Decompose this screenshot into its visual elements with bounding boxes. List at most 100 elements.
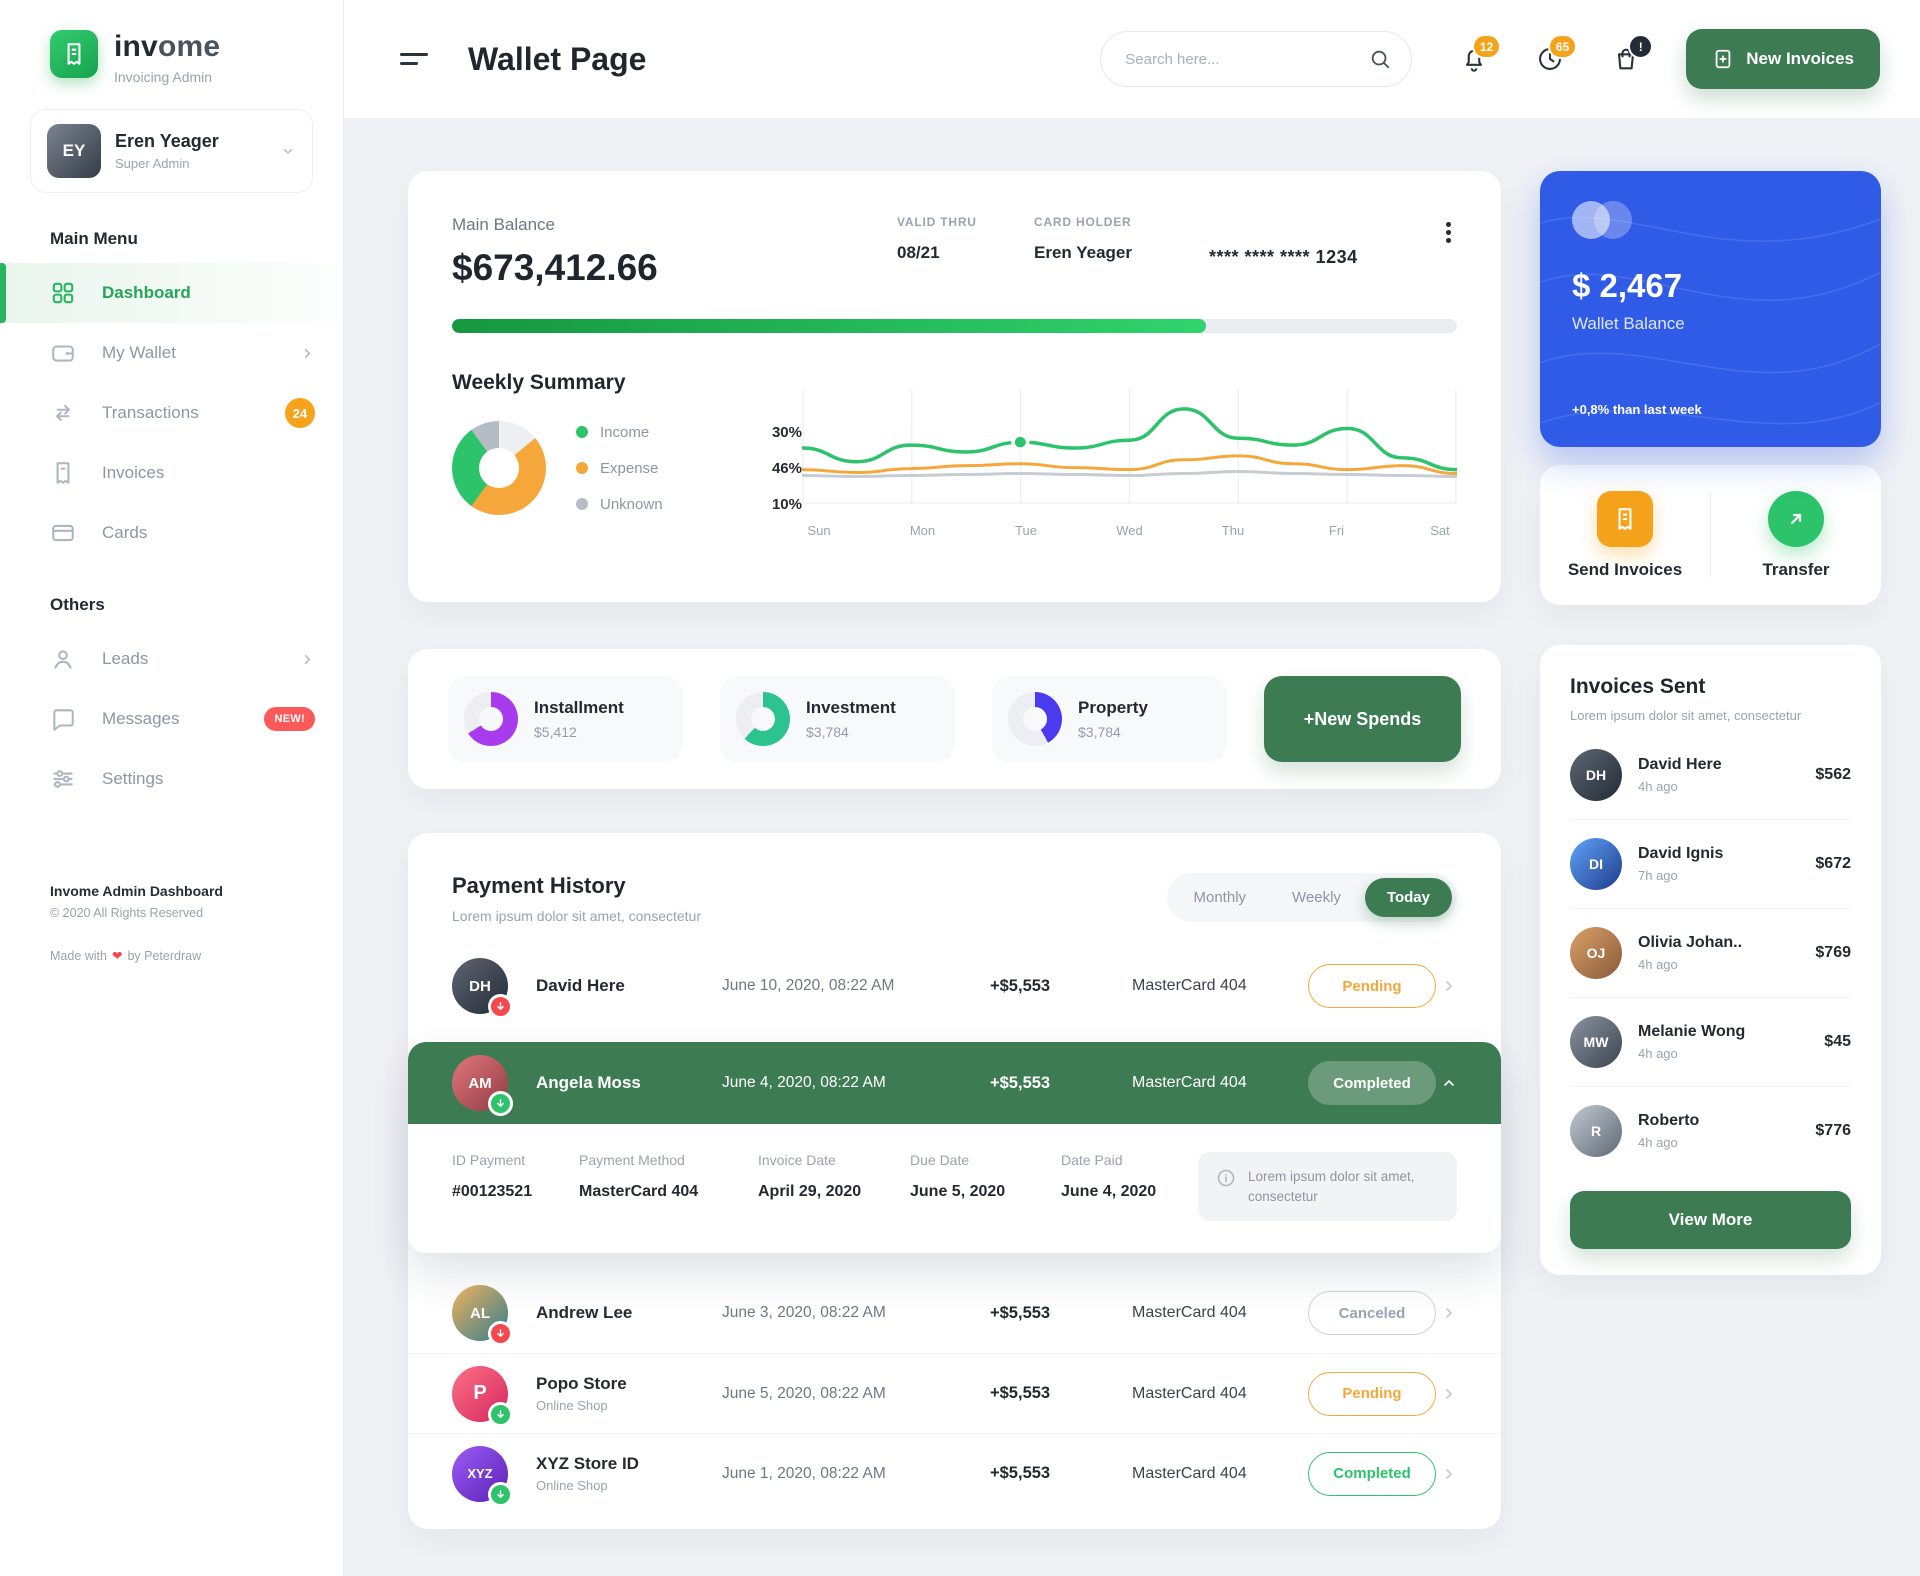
weekly-summary-title: Weekly Summary xyxy=(452,371,626,394)
quick-actions-card: Send Invoices Transfer xyxy=(1540,465,1881,605)
chevron-up-icon[interactable] xyxy=(1441,1075,1457,1091)
invoice-time: 4h ago xyxy=(1638,779,1678,794)
list-item[interactable]: DI David Ignis 7h ago $672 xyxy=(1570,819,1851,908)
payer-name: Angela Moss xyxy=(536,1073,641,1092)
invoices-sent-list: DH David Here 4h ago $562 DI David Ignis… xyxy=(1570,731,1851,1175)
sidebar-footer: Invome Admin Dashboard © 2020 All Rights… xyxy=(0,883,343,963)
heart-icon: ❤ xyxy=(111,949,123,963)
sidebar-item-transactions[interactable]: Transactions 24 xyxy=(0,383,343,443)
received-badge-icon xyxy=(488,1091,513,1116)
person-icon xyxy=(54,650,72,669)
payment-details: ID Payment #00123521 Payment Method Mast… xyxy=(408,1124,1501,1253)
balance-top-row: Main Balance $673,412.66 VALID THRU 08/2… xyxy=(408,171,1501,289)
brand-name: invome xyxy=(114,30,221,63)
received-badge-icon xyxy=(488,1481,513,1507)
footer-copyright: © 2020 All Rights Reserved xyxy=(50,906,204,920)
sidebar-item-dashboard[interactable]: Dashboard xyxy=(0,263,343,323)
payment-row-expanded-header[interactable]: AM Angela Moss June 4, 2020, 08:22 AM +$… xyxy=(408,1042,1501,1124)
search-input[interactable] xyxy=(1125,50,1370,68)
view-more-button[interactable]: View More xyxy=(1570,1191,1851,1249)
sidebar-item-cards[interactable]: Cards xyxy=(0,503,343,563)
status-badge: Canceled xyxy=(1308,1291,1436,1336)
user-meta: Eren Yeager Super Admin xyxy=(115,131,219,171)
payment-amount: +$5,553 xyxy=(990,976,1051,995)
sidebar-item-settings[interactable]: Settings xyxy=(0,749,343,809)
transfer-action[interactable]: Transfer xyxy=(1711,490,1881,580)
list-item[interactable]: R Roberto 4h ago $776 xyxy=(1570,1086,1851,1175)
cart-button[interactable]: ! xyxy=(1612,34,1654,73)
list-item[interactable]: OJ Olivia Johan.. 4h ago $769 xyxy=(1570,908,1851,997)
sidebar-item-invoices[interactable]: Invoices xyxy=(0,443,343,503)
payment-history-subtitle: Lorem ipsum dolor sit amet, consectetur xyxy=(452,908,701,924)
chevron-right-icon[interactable] xyxy=(1441,978,1457,994)
others-menu: Leads Messages NEW! Settings xyxy=(0,629,343,809)
invoice-amount: $769 xyxy=(1815,944,1851,961)
payment-row[interactable]: DH David Here June 10, 2020, 08:22 AM +$… xyxy=(408,946,1501,1026)
card-pattern xyxy=(1540,216,1881,425)
sidebar-item-label: Leads xyxy=(102,649,149,668)
chevron-right-icon[interactable] xyxy=(1441,1305,1457,1321)
main-menu: Dashboard My Wallet Transactions 24 Invo… xyxy=(0,263,343,563)
payer-name: Popo Store xyxy=(536,1374,627,1394)
sidebar-item-leads[interactable]: Leads xyxy=(0,629,343,689)
invoice-amount: $672 xyxy=(1815,855,1851,872)
reminders-badge: 65 xyxy=(1547,34,1578,59)
tab-weekly[interactable]: Weekly xyxy=(1270,878,1363,917)
card-brand-icon xyxy=(1572,201,1849,239)
avatar: DH xyxy=(1570,749,1622,801)
transfer-label: Transfer xyxy=(1762,559,1830,579)
invoice-time: 4h ago xyxy=(1638,957,1678,972)
installment-donut-chart xyxy=(464,692,518,746)
status-badge: Pending xyxy=(1308,964,1436,1008)
list-item[interactable]: DH David Here 4h ago $562 xyxy=(1570,731,1851,819)
brand-text: invome Invoicing Admin xyxy=(114,30,221,86)
chevron-down-icon xyxy=(280,143,296,159)
sidebar-item-label: Invoices xyxy=(102,463,165,482)
chevron-right-icon xyxy=(300,652,315,667)
transactions-icon xyxy=(56,404,70,422)
spend-label: Investment xyxy=(806,698,896,717)
transfer-icon xyxy=(1768,490,1824,547)
weekly-donut-chart xyxy=(452,421,546,515)
payment-amount: +$5,553 xyxy=(990,1384,1051,1403)
menu-toggle-icon[interactable] xyxy=(400,47,428,71)
messages-new-badge: NEW! xyxy=(264,707,315,731)
wallet-balance-card: $ 2,467 Wallet Balance +0,8% than last w… xyxy=(1540,171,1881,447)
received-badge-icon xyxy=(488,994,513,1019)
reminders-button[interactable]: 65 xyxy=(1536,34,1578,73)
new-spends-button[interactable]: +New Spends xyxy=(1264,676,1461,762)
payment-row[interactable]: AL Andrew Lee June 3, 2020, 08:22 AM +$5… xyxy=(408,1273,1501,1353)
payment-note: Lorem ipsum dolor sit amet, consectetur xyxy=(1198,1152,1457,1222)
avatar: P xyxy=(452,1365,513,1427)
sidebar-section-main-menu: Main Menu xyxy=(50,229,138,248)
payment-method: MasterCard 404 xyxy=(1132,1464,1247,1482)
balance-summary: Main Balance $673,412.66 xyxy=(452,215,897,289)
brand-logo-icon xyxy=(50,30,98,78)
tab-today[interactable]: Today xyxy=(1364,878,1452,917)
sidebar-item-my-wallet[interactable]: My Wallet xyxy=(0,323,343,383)
kebab-menu-icon[interactable] xyxy=(1440,215,1457,289)
user-card[interactable]: EY Eren Yeager Super Admin xyxy=(30,109,313,193)
valid-thru-block: VALID THRU 08/21 xyxy=(897,215,1034,289)
balance-label: Main Balance xyxy=(452,215,556,234)
list-item[interactable]: MW Melanie Wong 4h ago $45 xyxy=(1570,997,1851,1086)
wallet-balance-amount: $ 2,467 xyxy=(1572,267,1683,304)
chevron-right-icon[interactable] xyxy=(1441,1386,1457,1402)
send-invoices-action[interactable]: Send Invoices xyxy=(1540,490,1710,580)
search-icon[interactable] xyxy=(1369,48,1391,70)
payment-row[interactable]: P Popo Store Online Shop June 5, 2020, 0… xyxy=(408,1353,1501,1433)
sidebar-item-messages[interactable]: Messages NEW! xyxy=(0,689,343,749)
spend-item-installment: Installment $5,412 xyxy=(448,676,683,762)
notifications-button[interactable]: 12 xyxy=(1460,34,1502,73)
tab-monthly[interactable]: Monthly xyxy=(1172,878,1269,917)
status-badge: Completed xyxy=(1308,1451,1436,1496)
new-invoices-button[interactable]: New Invoices xyxy=(1686,29,1880,89)
payment-method: MasterCard 404 xyxy=(1132,1074,1247,1091)
spend-label: Installment xyxy=(534,698,624,717)
brand: invome Invoicing Admin xyxy=(0,0,343,85)
received-badge-icon xyxy=(488,1401,513,1427)
card-holder-value: Eren Yeager xyxy=(1034,243,1132,262)
chevron-right-icon[interactable] xyxy=(1441,1466,1457,1482)
invoices-icon xyxy=(56,462,70,484)
payment-row[interactable]: XYZ XYZ Store ID Online Shop June 1, 202… xyxy=(408,1433,1501,1513)
